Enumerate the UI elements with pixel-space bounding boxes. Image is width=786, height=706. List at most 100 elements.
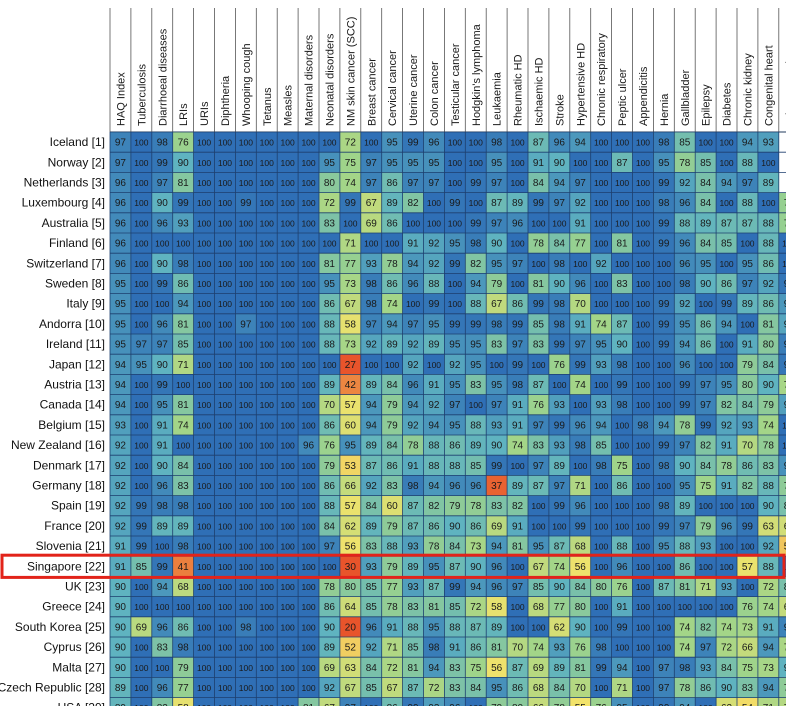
heatmap-cell — [402, 637, 424, 658]
heatmap-cell — [486, 475, 508, 496]
heatmap-cell — [339, 233, 361, 254]
heatmap-cell — [339, 697, 361, 706]
heatmap-cell — [360, 657, 382, 678]
heatmap-cell — [611, 233, 633, 254]
cell-value: 72 — [763, 582, 775, 593]
cell-value: 100 — [636, 178, 650, 188]
heatmap-cell — [193, 334, 215, 355]
heatmap-cell — [507, 455, 528, 476]
cell-value: 20 — [345, 622, 357, 633]
cell-value: 100 — [218, 380, 232, 390]
heatmap-cell — [653, 657, 675, 678]
heatmap-cell — [611, 192, 633, 213]
heatmap-cell — [548, 536, 570, 557]
heatmap-cell — [778, 697, 786, 706]
heatmap-cell — [172, 435, 194, 456]
heatmap-cell — [444, 414, 466, 435]
heatmap-cell — [193, 515, 215, 536]
heatmap-cell — [360, 536, 382, 557]
cell-value: 100 — [134, 138, 148, 148]
heatmap-cell — [172, 475, 194, 496]
heatmap-cell — [130, 293, 152, 314]
cell-value: 100 — [281, 562, 295, 572]
cell-value: 81 — [178, 400, 190, 411]
cell-value: 100 — [239, 481, 253, 491]
heatmap-cell — [778, 657, 786, 678]
heatmap-cell — [486, 495, 508, 516]
cell-value: 100 — [615, 259, 629, 269]
cell-value: 99 — [679, 400, 691, 411]
cell-value: 99 — [658, 218, 670, 229]
heatmap-cell — [507, 515, 528, 536]
row-label: Sweden [8] — [45, 277, 105, 291]
cell-value: 95 — [658, 542, 670, 553]
heatmap-cell — [674, 192, 696, 213]
heatmap-cell — [465, 253, 487, 274]
row-label: Spain [19] — [51, 499, 105, 513]
cell-value: 100 — [260, 461, 274, 471]
heatmap-cell — [277, 394, 299, 415]
heatmap-cell — [778, 435, 786, 456]
cell-value: 91 — [742, 340, 754, 351]
heatmap-cell — [737, 596, 758, 617]
cell-value: 82 — [407, 198, 419, 209]
cell-value: 100 — [636, 340, 650, 350]
heatmap-cell — [695, 435, 717, 456]
heatmap-cell — [151, 657, 173, 678]
heatmap-cell — [214, 697, 236, 706]
heatmap-cell — [590, 334, 612, 355]
cell-value: 97 — [784, 622, 786, 633]
heatmap-cell — [339, 576, 361, 597]
cell-value: 100 — [782, 259, 786, 269]
heatmap-cell — [110, 657, 131, 678]
cell-value: 100 — [134, 319, 148, 329]
cell-value: 100 — [260, 643, 274, 653]
heatmap-cell — [632, 657, 654, 678]
heatmap-cell — [214, 354, 236, 375]
cell-value: 73 — [742, 622, 754, 633]
cell-value: 66 — [784, 602, 786, 613]
cell-value: 90 — [554, 158, 566, 169]
cell-value: 84 — [387, 441, 399, 452]
heatmap-cell — [590, 475, 612, 496]
cell-value: 87 — [470, 622, 482, 633]
heatmap-cell — [339, 253, 361, 274]
heatmap-cell — [778, 273, 786, 294]
heatmap-cell — [653, 273, 675, 294]
heatmap-cell — [653, 556, 675, 577]
heatmap-cell — [632, 313, 654, 334]
cell-value: 92 — [366, 481, 378, 492]
heatmap-cell — [507, 414, 528, 435]
heatmap-cell — [548, 394, 570, 415]
cell-value: 78 — [763, 441, 775, 452]
cell-value: 100 — [218, 178, 232, 188]
heatmap-cell — [151, 495, 173, 516]
heatmap-cell — [611, 212, 633, 233]
heatmap-cell — [528, 293, 549, 314]
heatmap-cell — [465, 616, 487, 637]
cell-value: 100 — [239, 683, 253, 693]
cell-value: 100 — [301, 198, 315, 208]
cell-value: 99 — [554, 420, 566, 431]
row-label: New Zealand [16] — [11, 438, 105, 452]
cell-value: 100 — [260, 602, 274, 612]
cell-value: 95 — [387, 158, 399, 169]
cell-value: 71 — [575, 481, 587, 492]
heatmap-cell — [360, 293, 382, 314]
heatmap-cell — [339, 132, 361, 153]
cell-value: 67 — [366, 198, 378, 209]
heatmap-cell — [507, 212, 528, 233]
cell-value: 95 — [491, 158, 503, 169]
heatmap-cell — [214, 273, 236, 294]
heatmap-cell — [235, 273, 257, 294]
cell-value: 100 — [594, 521, 608, 531]
heatmap-cell — [256, 152, 278, 173]
heatmap-cell — [778, 515, 786, 536]
heatmap-cell — [423, 677, 445, 698]
cell-value: 76 — [596, 703, 608, 706]
cell-value: 89 — [178, 521, 190, 532]
heatmap-cell — [611, 596, 633, 617]
cell-value: 100 — [260, 542, 274, 552]
cell-value: 74 — [596, 319, 608, 330]
heatmap-cell — [507, 616, 528, 637]
